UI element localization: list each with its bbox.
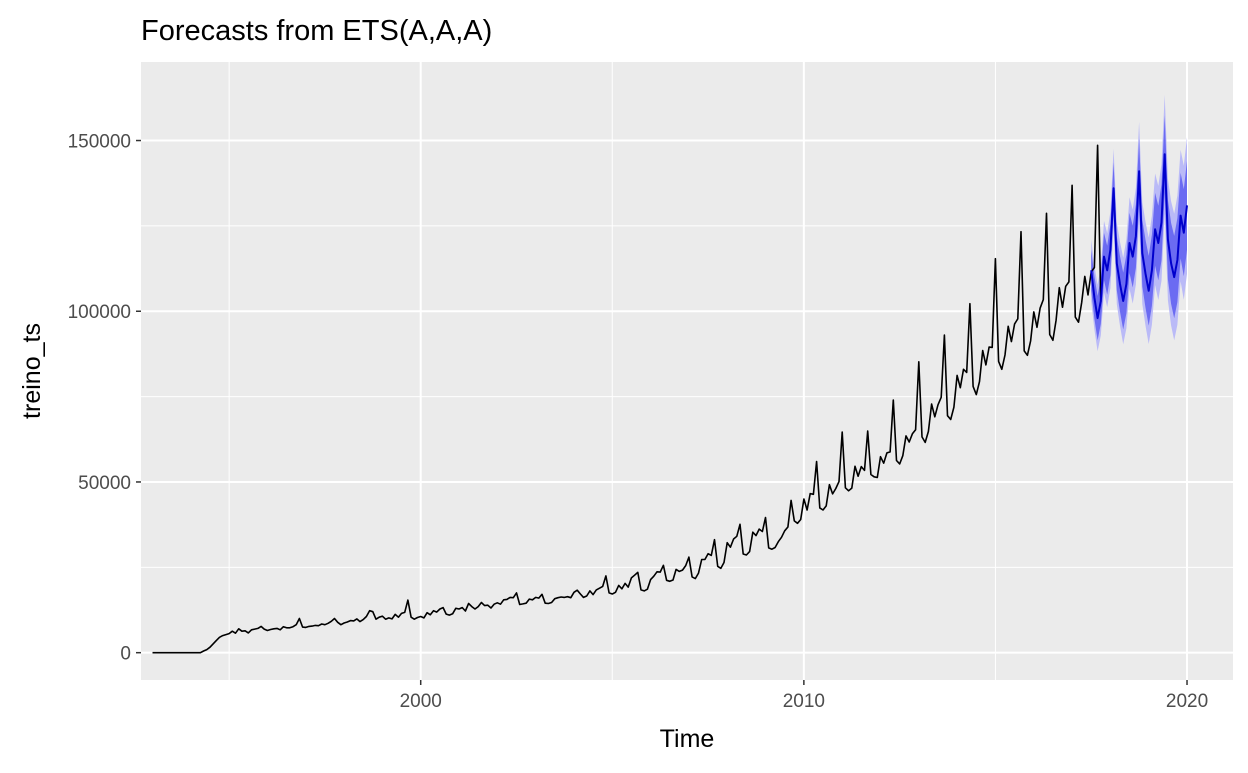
y-tick-label: 100000 <box>68 302 131 323</box>
x-axis-label: Time <box>660 725 715 753</box>
grid-lines <box>141 62 1233 680</box>
x-tick-label: 2020 <box>1166 691 1208 712</box>
plot-panel <box>141 62 1233 680</box>
x-tick-label: 2000 <box>400 691 442 712</box>
chart-title: Forecasts from ETS(A,A,A) <box>141 15 492 47</box>
y-tick-label: 0 <box>120 644 131 665</box>
x-axis: 2000 2010 2020 <box>400 680 1208 712</box>
y-axis-label: treino_ts <box>18 323 46 419</box>
y-tick-label: 150000 <box>68 132 131 153</box>
y-tick-label: 50000 <box>78 473 131 494</box>
y-axis: 0 50000 100000 150000 <box>68 132 141 665</box>
history-line <box>152 144 1102 654</box>
series-lines <box>152 144 1188 654</box>
forecast-line <box>1090 153 1188 320</box>
x-tick-label: 2010 <box>783 691 825 712</box>
